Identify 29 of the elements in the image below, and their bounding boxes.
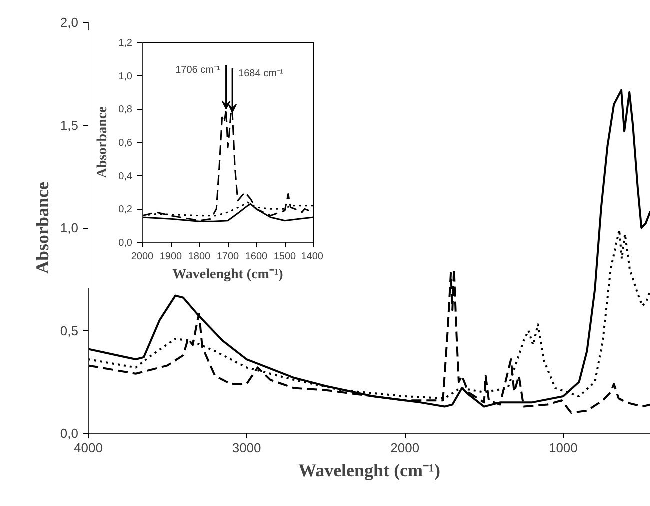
y-tick-label: 0,6: [118, 138, 133, 149]
x-tick-label: 2000: [390, 440, 420, 456]
y-tick-label: 0,0: [118, 238, 133, 249]
x-tick-label: 1800: [188, 252, 212, 262]
x-tick-label: 1700: [216, 252, 240, 262]
y-tick-label: 1,5: [60, 118, 79, 133]
x-tick-label: 1900: [160, 252, 183, 262]
y-tick-label: 2,0: [60, 15, 79, 30]
x-axis-title: Wavelenght (cm⁻¹): [172, 268, 284, 282]
y-tick-label: 1,2: [118, 38, 133, 49]
x-axis-title: Wavelenght (cm⁻¹): [298, 460, 440, 480]
y-tick-label: 1,0: [60, 220, 79, 236]
x-tick-label: 1400: [301, 252, 324, 262]
y-tick-label: 0,4: [118, 171, 133, 182]
y-tick-label: 0,8: [118, 104, 133, 116]
y-tick-label: 1,0: [118, 71, 133, 82]
x-tick-label: 4000: [74, 440, 103, 456]
x-tick-label: 3000: [232, 440, 262, 456]
y-tick-label: 0,0: [60, 426, 79, 441]
annotation: 1684 cm⁻¹: [238, 68, 284, 80]
x-tick-label: 1000: [548, 440, 578, 456]
x-tick-label: 2000: [131, 252, 154, 262]
y-tick-label: 0,2: [118, 204, 133, 216]
y-tick-label: 0,5: [60, 323, 79, 338]
x-tick-label: 1600: [245, 252, 268, 262]
y-axis-title: Absorbance: [96, 106, 111, 178]
annotation: 1706 cm⁻¹: [176, 65, 221, 76]
y-axis-title: Absorbance: [32, 182, 52, 274]
x-tick-label: 1500: [274, 252, 297, 262]
